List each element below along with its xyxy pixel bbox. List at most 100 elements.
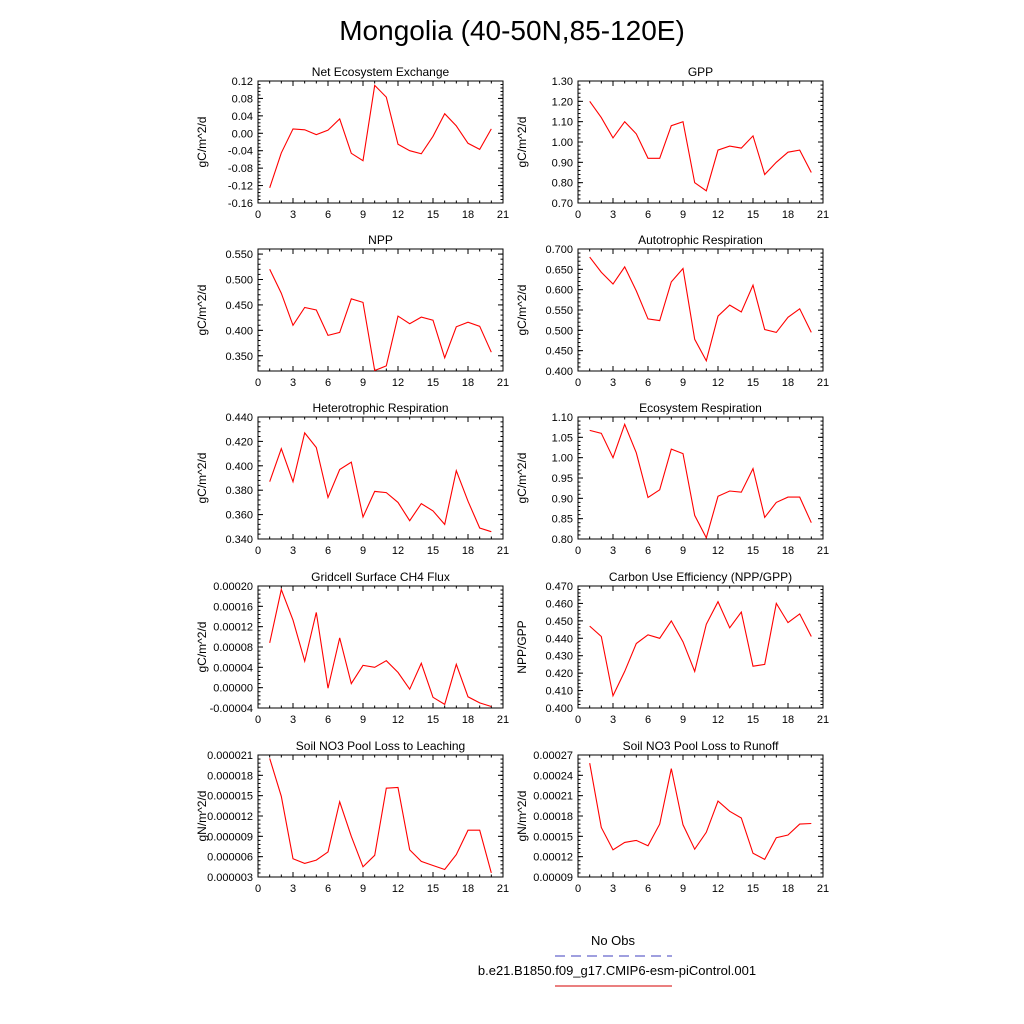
y-tick-label: 0.410 <box>545 686 573 698</box>
x-tick-label: 15 <box>427 377 439 389</box>
y-tick-label: 0.470 <box>545 581 573 593</box>
x-tick-label: 3 <box>290 714 296 726</box>
y-tick-label: 0.00004 <box>213 662 253 674</box>
y-tick-label: 0.400 <box>545 703 573 715</box>
y-tick-label: 1.10 <box>552 412 573 424</box>
x-tick-label: 6 <box>645 883 651 895</box>
panel-title-net-ecosystem-exchange: Net Ecosystem Exchange <box>312 65 450 79</box>
y-tick-label: 0.90 <box>552 493 573 505</box>
panel-autotrophic-respiration: Autotrophic Respiration 0 3 6 9 12 15 18 21 0.400… <box>515 233 829 389</box>
x-tick-label: 9 <box>680 545 686 557</box>
y-tick-label: 0.00012 <box>533 852 573 864</box>
series-line-ecosystem-respiration <box>589 422 812 540</box>
panels: Net Ecosystem Exchange 0 3 6 9 12 15 18 21 -0.16 -… <box>195 65 829 895</box>
series-line-autotrophic-respiration <box>589 256 812 363</box>
y-axis-label: gC/m^2/d <box>515 453 529 504</box>
y-tick-label: 0.350 <box>225 351 253 363</box>
y-tick-label: 0.400 <box>225 461 253 473</box>
x-tick-label: 21 <box>497 883 509 895</box>
y-tick-label: 0.12 <box>232 76 253 88</box>
panel-title-gridcell-surface-ch4-flux: Gridcell Surface CH4 Flux <box>311 570 450 584</box>
y-tick-label: 0.450 <box>225 300 253 312</box>
x-tick-label: 21 <box>497 377 509 389</box>
y-tick-label: 0.460 <box>545 598 573 610</box>
y-tick-label: 0.340 <box>225 534 253 546</box>
y-axis-label: NPP/GPP <box>515 620 529 673</box>
panel-title-autotrophic-respiration: Autotrophic Respiration <box>638 233 763 247</box>
plot-frame <box>257 754 504 878</box>
y-tick-label: 0.380 <box>225 485 253 497</box>
x-tick-label: 9 <box>680 883 686 895</box>
y-tick-label: 0.00016 <box>213 601 253 613</box>
x-tick-label: 3 <box>610 545 616 557</box>
x-tick-label: 21 <box>497 545 509 557</box>
x-tick-label: 3 <box>610 883 616 895</box>
x-tick-label: 15 <box>747 883 759 895</box>
x-tick-label: 21 <box>817 545 829 557</box>
y-tick-label: 0.000003 <box>207 872 253 884</box>
series-line-heterotrophic-respiration <box>269 431 492 533</box>
x-tick-label: 12 <box>392 714 404 726</box>
y-axis-label: gC/m^2/d <box>195 117 209 168</box>
panel-net-ecosystem-exchange: Net Ecosystem Exchange 0 3 6 9 12 15 18 21 -0.16 -… <box>195 65 509 221</box>
y-tick-label: 0.00018 <box>533 811 573 823</box>
x-tick-label: 9 <box>360 545 366 557</box>
x-tick-label: 21 <box>497 714 509 726</box>
y-tick-label: 0.000006 <box>207 852 253 864</box>
x-tick-label: 0 <box>575 545 581 557</box>
x-tick-label: 9 <box>680 714 686 726</box>
y-tick-label: 0.700 <box>545 244 573 256</box>
x-tick-label: 0 <box>575 883 581 895</box>
y-tick-label: 0.95 <box>552 473 573 485</box>
y-tick-label: 1.20 <box>552 96 573 108</box>
y-tick-label: 0.400 <box>545 366 573 378</box>
x-tick-label: 9 <box>680 209 686 221</box>
x-tick-label: 12 <box>712 209 724 221</box>
x-tick-label: 21 <box>817 377 829 389</box>
series-line-npp <box>269 269 492 372</box>
plot-frame <box>577 585 824 709</box>
x-tick-label: 12 <box>392 883 404 895</box>
x-tick-label: 15 <box>427 714 439 726</box>
x-tick-label: 12 <box>392 377 404 389</box>
y-tick-label: 0.650 <box>545 264 573 276</box>
y-axis-label: gC/m^2/d <box>515 285 529 336</box>
panel-title-gpp: GPP <box>688 65 713 79</box>
x-tick-label: 3 <box>290 545 296 557</box>
y-tick-label: 1.00 <box>552 453 573 465</box>
x-tick-label: 9 <box>360 714 366 726</box>
y-tick-label: -0.12 <box>228 181 253 193</box>
x-tick-label: 12 <box>712 883 724 895</box>
y-tick-label: 0.430 <box>545 651 573 663</box>
series-line-net-ecosystem-exchange <box>269 84 492 188</box>
series-line-soil-no3-pool-loss-to-runoff <box>589 763 812 861</box>
y-tick-label: 0.85 <box>552 514 573 526</box>
x-tick-label: 0 <box>575 377 581 389</box>
y-tick-label: 0.00024 <box>533 770 573 782</box>
y-tick-label: 0.00009 <box>533 872 573 884</box>
y-axis-label: gC/m^2/d <box>195 453 209 504</box>
y-tick-label: 0.550 <box>225 249 253 261</box>
y-tick-label: 0.00021 <box>533 791 573 803</box>
x-tick-label: 0 <box>255 209 261 221</box>
panel-soil-no3-pool-loss-to-runoff: Soil NO3 Pool Loss to Runoff 0 3 6 9 12 15 18 21… <box>515 739 829 895</box>
x-tick-label: 0 <box>575 209 581 221</box>
y-tick-label: 0.80 <box>552 178 573 190</box>
y-tick-label: -0.00004 <box>210 703 253 715</box>
series-line-gridcell-surface-ch4-flux <box>269 587 492 708</box>
x-tick-label: 6 <box>645 377 651 389</box>
y-tick-label: 0.450 <box>545 616 573 628</box>
y-tick-label: 0.000015 <box>207 791 253 803</box>
panel-gpp: GPP 0 3 6 9 12 15 18 21 0.70 0.80 0.90 1.00 1.10 1.20 1… <box>515 65 829 221</box>
x-tick-label: 6 <box>645 545 651 557</box>
panel-npp: NPP 0 3 6 9 12 15 18 21 0.350 0.400 0.450 0.500 0.550… <box>195 233 509 389</box>
y-tick-label: 0.420 <box>545 668 573 680</box>
plot-frame <box>577 80 824 204</box>
y-tick-label: 0.420 <box>225 436 253 448</box>
y-tick-label: 1.10 <box>552 117 573 129</box>
x-tick-label: 18 <box>782 714 794 726</box>
panel-soil-no3-pool-loss-to-leaching: Soil NO3 Pool Loss to Leaching 0 3 6 9 12 15 18… <box>195 739 509 895</box>
y-axis-label: gC/m^2/d <box>195 285 209 336</box>
y-tick-label: -0.08 <box>228 163 253 175</box>
